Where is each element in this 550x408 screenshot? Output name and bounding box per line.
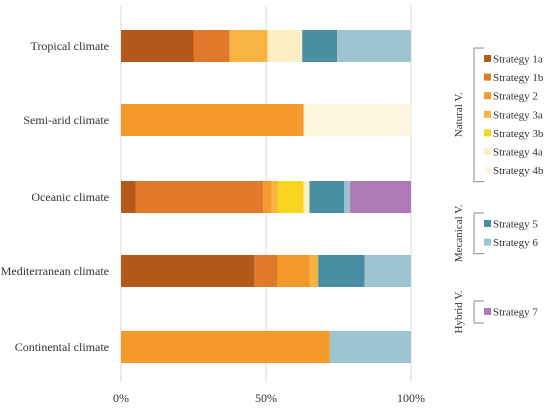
legend-bracket xyxy=(473,300,484,324)
legend-label-strategy-6: Strategy 6 xyxy=(493,237,538,249)
legend-swatch-strategy-1b xyxy=(484,73,491,81)
bar-oceanic-climate-strategy-7 xyxy=(350,181,411,213)
bar-oceanic-climate-strategy-6 xyxy=(344,181,351,213)
legend: Natural V. Strategy 1a Strategy 1b Strategy… xyxy=(453,47,544,334)
legend-swatch-strategy-3a xyxy=(484,110,491,118)
x-tick-labels: 0% 50% 100% xyxy=(113,391,425,405)
x-tick-label: 0% xyxy=(113,391,129,405)
legend-label-strategy-2: Strategy 2 xyxy=(493,91,538,103)
x-tick-label: 50% xyxy=(255,391,277,405)
bar-oceanic-climate-strategy-3b xyxy=(277,181,304,213)
bar-mediterranean-climate-strategy-6 xyxy=(364,255,411,287)
legend-swatch-strategy-7 xyxy=(484,308,491,315)
bar-tropical-climate-strategy-6 xyxy=(337,30,411,62)
bar-oceanic-climate-strategy-3a xyxy=(271,181,278,213)
bar-mediterranean-climate-strategy-1b xyxy=(254,255,278,287)
category-labels: Tropical climate Semi-arid climate Oceanic… xyxy=(1,39,109,354)
legend-swatch-strategy-4a xyxy=(484,148,491,155)
x-tick-label: 100% xyxy=(397,391,425,405)
legend-label-strategy-4b: Strategy 4b xyxy=(493,165,544,177)
legend-label-strategy-1b: Strategy 1b xyxy=(493,72,544,84)
legend-swatch-strategy-2 xyxy=(484,92,491,100)
legend-label-strategy-7: Strategy 7 xyxy=(493,307,538,319)
bar-oceanic-climate-strategy-2 xyxy=(263,181,272,213)
legend-bracket xyxy=(473,212,484,255)
category-label: Mediterranean climate xyxy=(1,264,109,278)
bar-tropical-climate-strategy-1b xyxy=(193,30,230,62)
bar-tropical-climate-strategy-1a xyxy=(121,30,194,62)
bar-tropical-climate-strategy-4a xyxy=(267,30,303,62)
legend-label-strategy-3a: Strategy 3a xyxy=(493,109,543,121)
bar-mediterranean-climate-strategy-3a xyxy=(309,255,319,287)
bar-mediterranean-climate-strategy-5 xyxy=(318,255,365,287)
category-label: Oceanic climate xyxy=(31,190,109,204)
legend-label-strategy-1a: Strategy 1a xyxy=(493,54,543,66)
legend-group-label: Hybrid V. xyxy=(453,290,465,333)
bar-tropical-climate-strategy-5 xyxy=(302,30,338,62)
bar-tropical-climate-strategy-3a xyxy=(229,30,268,62)
legend-group-label: Natural V. xyxy=(453,92,465,137)
bar-continental-climate-strategy-6 xyxy=(329,331,411,363)
legend-label-strategy-3b: Strategy 3b xyxy=(493,128,544,140)
legend-swatch-strategy-3b xyxy=(484,129,491,137)
legend-swatch-strategy-6 xyxy=(484,238,491,246)
bar-continental-climate-strategy-2 xyxy=(121,331,330,363)
bars xyxy=(121,30,411,363)
legend-label-strategy-5: Strategy 5 xyxy=(493,219,538,231)
bar-semi-arid-climate-strategy-4b xyxy=(303,104,411,136)
legend-bracket xyxy=(473,47,484,183)
category-label: Semi-arid climate xyxy=(23,113,109,127)
legend-label-strategy-4a: Strategy 4a xyxy=(493,147,543,159)
bar-oceanic-climate-strategy-4a xyxy=(303,181,310,213)
bar-oceanic-climate-strategy-5 xyxy=(309,181,345,213)
bar-oceanic-climate-strategy-1b xyxy=(135,181,264,213)
category-label: Tropical climate xyxy=(30,39,109,53)
category-label: Continental climate xyxy=(15,340,109,354)
legend-group-label: Mecanical V. xyxy=(453,204,465,262)
legend-swatch-strategy-5 xyxy=(484,220,491,227)
bar-mediterranean-climate-strategy-1a xyxy=(121,255,255,287)
bar-mediterranean-climate-strategy-2 xyxy=(277,255,310,287)
bar-oceanic-climate-strategy-1a xyxy=(121,181,136,213)
bar-semi-arid-climate-strategy-2 xyxy=(121,104,304,136)
legend-swatch-strategy-4b xyxy=(484,166,491,174)
legend-swatch-strategy-1a xyxy=(484,55,491,62)
